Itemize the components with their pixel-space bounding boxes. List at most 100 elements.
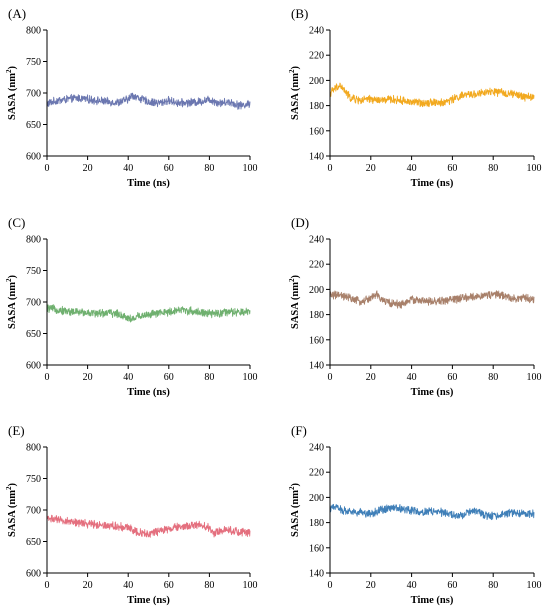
y-tick-label: 180: [309, 518, 324, 529]
chart-panel-c: (C) 600 650 700 750 800 0 20 40 60 80 100 Time (ns) S…: [5, 215, 258, 398]
x-tick-label: 0: [45, 163, 50, 174]
axis-lines: [46, 447, 250, 574]
y-tick-label: 160: [309, 335, 324, 346]
x-axis-title: Time (ns): [127, 387, 170, 398]
y-tick-label: 650: [26, 537, 41, 548]
x-tick-label: 100: [243, 580, 258, 591]
y-axis-title: SASA (nm2): [5, 275, 18, 329]
chart-panel-b: (B) 140 160 180 200 220 240 0 20 40 60 80 100 Time (n…: [288, 6, 542, 189]
y-tick-label: 220: [309, 260, 324, 271]
y-tick-label: 600: [26, 152, 41, 163]
x-tick-label: 20: [366, 372, 376, 383]
x-tick-label: 0: [45, 372, 50, 383]
x-axis-title: Time (ns): [127, 178, 170, 189]
x-tick-label: 0: [328, 580, 333, 591]
panel-label: (E): [8, 423, 25, 438]
x-tick-label: 80: [204, 163, 214, 174]
x-tick-label: 100: [243, 372, 258, 383]
y-axis-title: SASA (nm2): [288, 275, 301, 329]
y-axis-title: SASA (nm2): [288, 483, 301, 537]
y-tick-label: 240: [309, 235, 324, 246]
series-line: [329, 82, 535, 108]
y-tick-label: 160: [309, 126, 324, 137]
y-tick-label: 200: [309, 76, 324, 87]
x-tick-label: 0: [328, 163, 333, 174]
series-line: [46, 92, 251, 110]
x-axis-title: Time (ns): [411, 178, 454, 189]
panel-label: (F): [291, 423, 307, 438]
x-tick-label: 60: [447, 163, 457, 174]
x-tick-label: 60: [164, 580, 174, 591]
x-tick-label: 40: [407, 372, 417, 383]
x-tick-label: 0: [45, 580, 50, 591]
y-tick-label: 750: [26, 474, 41, 485]
chart-panel-d: (D) 140 160 180 200 220 240 0 20 40 60 80 100 Time (n…: [288, 215, 542, 398]
x-tick-label: 60: [447, 372, 457, 383]
y-tick-label: 650: [26, 329, 41, 340]
x-axis-title: Time (ns): [127, 595, 170, 606]
axis-lines: [46, 30, 250, 157]
panel-label: (C): [8, 215, 25, 230]
y-tick-label: 160: [309, 543, 324, 554]
x-tick-label: 20: [83, 163, 93, 174]
x-tick-label: 80: [204, 372, 214, 383]
x-tick-label: 40: [407, 163, 417, 174]
y-tick-label: 200: [309, 285, 324, 296]
y-tick-label: 140: [309, 361, 324, 372]
panel-label: (D): [291, 215, 309, 230]
x-tick-label: 40: [123, 580, 133, 591]
panel-label: (A): [8, 6, 26, 21]
x-axis-title: Time (ns): [411, 595, 454, 606]
x-tick-label: 60: [447, 580, 457, 591]
x-tick-label: 40: [407, 580, 417, 591]
chart-panel-a: (A) 600 650 700 750 800 0 20 40 60 80 100 Time (ns) S…: [5, 6, 258, 189]
chart-panel-f: (F) 140 160 180 200 220 240 0 20 40 60 80 100 Time (n…: [288, 423, 542, 606]
x-tick-label: 60: [164, 372, 174, 383]
y-tick-label: 700: [26, 298, 41, 309]
y-axis-title: SASA (nm2): [5, 66, 18, 120]
y-tick-label: 180: [309, 101, 324, 112]
series-line: [329, 290, 535, 309]
y-tick-label: 650: [26, 120, 41, 131]
series-line: [46, 514, 251, 538]
x-tick-label: 100: [527, 163, 542, 174]
y-axis-title: SASA (nm2): [288, 66, 301, 120]
x-tick-label: 20: [83, 372, 93, 383]
y-tick-label: 600: [26, 569, 41, 580]
x-tick-label: 40: [123, 163, 133, 174]
x-tick-label: 20: [83, 580, 93, 591]
y-tick-label: 140: [309, 152, 324, 163]
x-tick-label: 20: [366, 580, 376, 591]
x-tick-label: 80: [488, 372, 498, 383]
y-tick-label: 800: [26, 443, 41, 454]
y-tick-label: 180: [309, 310, 324, 321]
x-tick-label: 40: [123, 372, 133, 383]
series-line: [329, 503, 535, 521]
y-tick-label: 800: [26, 235, 41, 246]
y-tick-label: 200: [309, 493, 324, 504]
x-tick-label: 60: [164, 163, 174, 174]
y-tick-label: 750: [26, 266, 41, 277]
y-tick-label: 240: [309, 26, 324, 37]
panel-label: (B): [291, 6, 308, 21]
y-axis-title: SASA (nm2): [5, 483, 18, 537]
y-tick-label: 140: [309, 569, 324, 580]
y-tick-label: 750: [26, 57, 41, 68]
x-tick-label: 80: [488, 163, 498, 174]
chart-panel-e: (E) 600 650 700 750 800 0 20 40 60 80 100 Time (ns) S…: [5, 423, 258, 606]
y-tick-label: 220: [309, 51, 324, 62]
y-tick-label: 220: [309, 468, 324, 479]
y-tick-label: 700: [26, 506, 41, 517]
x-tick-label: 80: [204, 580, 214, 591]
y-tick-label: 240: [309, 443, 324, 454]
x-tick-label: 100: [527, 580, 542, 591]
axis-lines: [46, 239, 250, 366]
y-tick-label: 800: [26, 26, 41, 37]
x-tick-label: 100: [527, 372, 542, 383]
series-line: [46, 304, 251, 323]
x-tick-label: 100: [243, 163, 258, 174]
x-tick-label: 80: [488, 580, 498, 591]
y-tick-label: 600: [26, 361, 41, 372]
x-tick-label: 0: [328, 372, 333, 383]
